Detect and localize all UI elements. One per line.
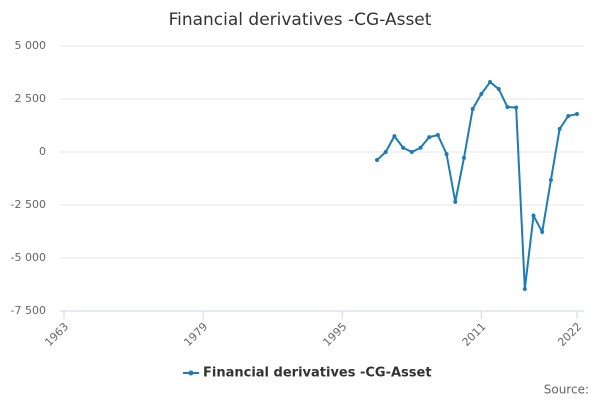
point [444,152,449,157]
point [427,135,432,140]
point [470,106,475,111]
point [575,112,579,117]
source: Source: [544,383,589,397]
y-tick-label: -2 500 [11,198,46,211]
point [566,113,571,118]
point [409,150,414,154]
y-tick-label: 5 000 [15,39,47,52]
x-tick-label: 1979 [181,320,210,349]
point [496,87,501,92]
x-tick-label: 2011 [460,320,489,349]
point [435,133,440,138]
point [401,145,406,150]
point [392,134,397,139]
point [557,126,562,131]
y-tick-label: 0 [39,145,46,158]
point [548,177,553,182]
chart-title: Financial derivatives -CG-Asset [169,10,432,30]
point [453,199,458,204]
x-tick-label: 2022 [555,320,584,349]
legend-label: Financial derivatives -CG-Asset [203,366,432,381]
point [383,150,388,154]
x-tick-label: 1995 [320,320,349,349]
point [522,286,527,291]
x-tick-label: 1963 [42,320,71,349]
y-tick-label: 2 500 [15,92,47,105]
point [375,158,380,163]
point [418,145,423,150]
point [540,229,545,234]
y-tick-label: -5 000 [11,251,46,264]
point [479,91,484,96]
point [505,105,510,110]
point [461,155,466,160]
point [488,80,493,85]
point [531,213,536,218]
legend-symbol [188,370,194,376]
y-tick-label: -7 500 [11,304,46,317]
point [514,105,519,110]
